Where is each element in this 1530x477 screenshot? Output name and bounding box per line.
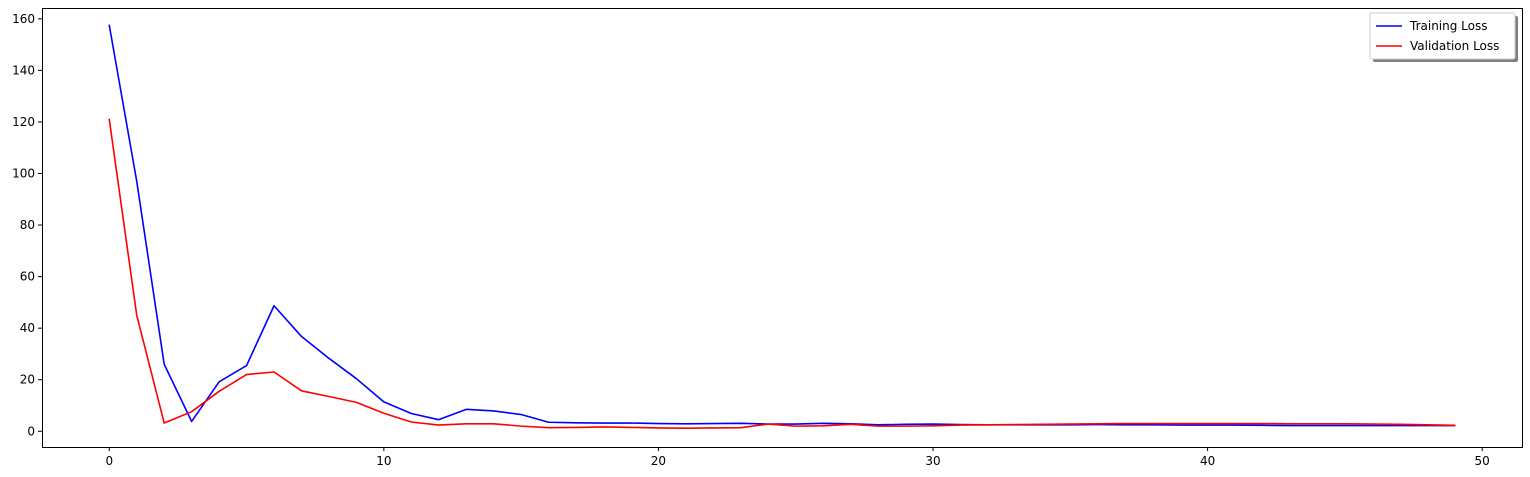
y-tick-label: 80 (20, 218, 35, 232)
legend-items: Training Loss Validation Loss (1376, 19, 1499, 53)
x-tick-label: 10 (376, 454, 391, 468)
y-tick-label: 20 (20, 373, 35, 387)
legend-label-1: Validation Loss (1410, 39, 1499, 53)
y-tick-label: 140 (12, 63, 35, 77)
y-tick-label: 100 (12, 166, 35, 180)
y-tick-label: 40 (20, 321, 35, 335)
x-tick-label: 0 (105, 454, 113, 468)
y-tick-label: 120 (12, 115, 35, 129)
x-tick-label: 50 (1475, 454, 1490, 468)
series-line-1 (108, 118, 1456, 429)
series-line-0 (108, 24, 1456, 427)
legend-box (1369, 12, 1516, 60)
y-tick-label: 160 (12, 12, 35, 26)
y-axis-ticks: 0 20 40 60 80 100 120 140 160 (12, 12, 42, 438)
y-tick-label: 60 (20, 270, 35, 284)
legend-label-0: Training Loss (1409, 19, 1487, 33)
plot-frame (42, 8, 1523, 448)
y-tick-label: 0 (27, 424, 35, 438)
x-axis-ticks: 0 10 20 30 40 50 (105, 447, 1490, 468)
legend: Training Loss Validation Loss (1369, 12, 1518, 62)
x-tick-label: 40 (1200, 454, 1215, 468)
x-tick-label: 30 (925, 454, 940, 468)
series-layer (108, 24, 1456, 429)
x-tick-label: 20 (651, 454, 666, 468)
